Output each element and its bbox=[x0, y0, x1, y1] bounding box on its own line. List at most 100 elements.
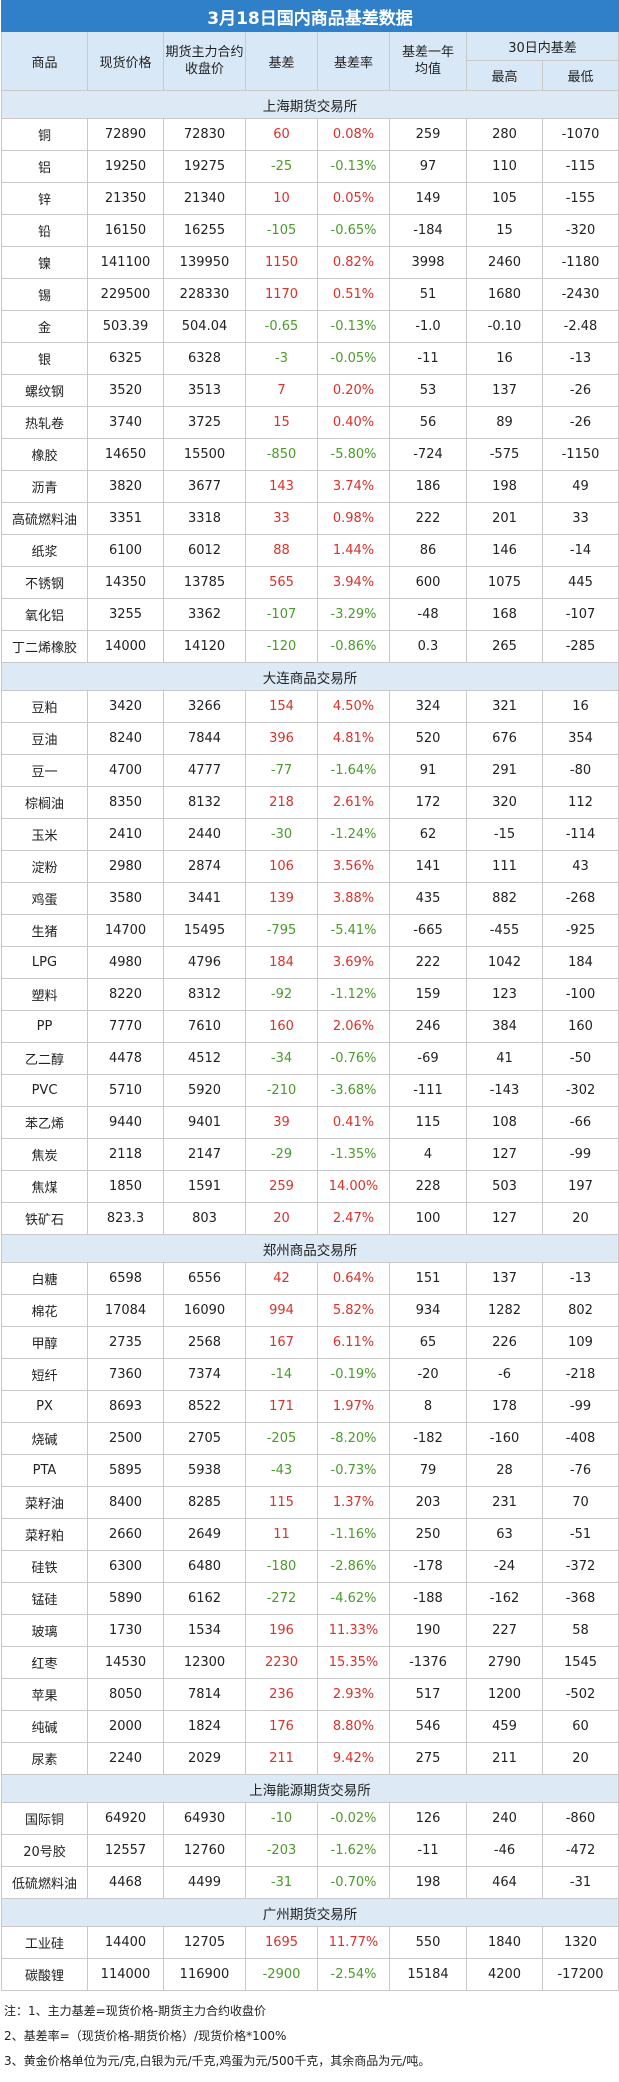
basis-value: 176 bbox=[245, 1710, 318, 1743]
exchange-row: 上海能源期货交易所 bbox=[1, 1774, 619, 1803]
spot-price: 3820 bbox=[87, 470, 164, 503]
basis-30d-low: -372 bbox=[542, 1550, 619, 1583]
futures-price: 7374 bbox=[163, 1358, 246, 1391]
basis-30d-high: -160 bbox=[466, 1422, 543, 1455]
basis-30d-high: 464 bbox=[466, 1866, 543, 1899]
basis-30d-low: -368 bbox=[542, 1582, 619, 1615]
futures-price: 4777 bbox=[163, 754, 246, 787]
basis-value: -850 bbox=[245, 438, 318, 471]
basis-rate: 4.81% bbox=[317, 722, 390, 755]
basis-30d-low: -268 bbox=[542, 882, 619, 915]
basis-30d-high: 198 bbox=[466, 470, 543, 503]
basis-30d-low: 112 bbox=[542, 786, 619, 819]
basis-rate: 2.47% bbox=[317, 1202, 390, 1235]
spot-price: 114000 bbox=[87, 1958, 164, 1991]
basis-30d-low: 109 bbox=[542, 1326, 619, 1359]
spot-price: 1730 bbox=[87, 1614, 164, 1647]
basis-30d-high: 41 bbox=[466, 1042, 543, 1075]
commodity-name: 淀粉 bbox=[1, 850, 88, 883]
spot-price: 4468 bbox=[87, 1866, 164, 1899]
table-row: 乙二醇 4478 4512 -34 -0.76% -69 41 -50 bbox=[1, 1042, 619, 1075]
basis-value: -30 bbox=[245, 818, 318, 851]
commodity-name: 铜 bbox=[1, 118, 88, 151]
basis-30d-high: 146 bbox=[466, 534, 543, 567]
basis-year-avg: 222 bbox=[389, 502, 467, 535]
exchange-row: 郑州商品交易所 bbox=[1, 1234, 619, 1263]
basis-30d-high: 291 bbox=[466, 754, 543, 787]
basis-year-avg: -178 bbox=[389, 1550, 467, 1583]
commodity-name: 沥青 bbox=[1, 470, 88, 503]
table-row: 塑料 8220 8312 -92 -1.12% 159 123 -100 bbox=[1, 978, 619, 1011]
basis-30d-high: 4200 bbox=[466, 1958, 543, 1991]
futures-price: 12300 bbox=[163, 1646, 246, 1679]
basis-year-avg: 100 bbox=[389, 1202, 467, 1235]
spot-price: 3520 bbox=[87, 374, 164, 407]
basis-rate: -3.29% bbox=[317, 598, 390, 631]
basis-30d-high: 227 bbox=[466, 1614, 543, 1647]
futures-price: 3513 bbox=[163, 374, 246, 407]
futures-price: 8312 bbox=[163, 978, 246, 1011]
basis-year-avg: 97 bbox=[389, 150, 467, 183]
basis-rate: -5.80% bbox=[317, 438, 390, 471]
futures-price: 3677 bbox=[163, 470, 246, 503]
futures-price: 16090 bbox=[163, 1294, 246, 1327]
table-row: 锌 21350 21340 10 0.05% 149 105 -155 bbox=[1, 182, 619, 215]
basis-30d-low: -76 bbox=[542, 1454, 619, 1487]
basis-30d-low: 160 bbox=[542, 1010, 619, 1043]
basis-30d-high: -24 bbox=[466, 1550, 543, 1583]
spot-price: 4700 bbox=[87, 754, 164, 787]
basis-rate: 1.44% bbox=[317, 534, 390, 567]
table-row: PP 7770 7610 160 2.06% 246 384 160 bbox=[1, 1010, 619, 1043]
exchange-name: 郑州商品交易所 bbox=[1, 1234, 619, 1263]
basis-30d-low: -2.48 bbox=[542, 310, 619, 343]
commodity-name: 鸡蛋 bbox=[1, 882, 88, 915]
basis-30d-high: 676 bbox=[466, 722, 543, 755]
basis-value: -25 bbox=[245, 150, 318, 183]
basis-30d-low: -285 bbox=[542, 630, 619, 663]
spot-price: 2980 bbox=[87, 850, 164, 883]
table-row: PTA 5895 5938 -43 -0.73% 79 28 -76 bbox=[1, 1454, 619, 1487]
basis-value: 218 bbox=[245, 786, 318, 819]
basis-rate: -0.65% bbox=[317, 214, 390, 247]
basis-year-avg: -188 bbox=[389, 1582, 467, 1615]
basis-value: 167 bbox=[245, 1326, 318, 1359]
spot-price: 2118 bbox=[87, 1138, 164, 1171]
basis-year-avg: 246 bbox=[389, 1010, 467, 1043]
basis-rate: -5.41% bbox=[317, 914, 390, 947]
basis-30d-low: 802 bbox=[542, 1294, 619, 1327]
futures-price: 8132 bbox=[163, 786, 246, 819]
table-row: 热轧卷 3740 3725 15 0.40% 56 89 -26 bbox=[1, 406, 619, 439]
basis-year-avg: -1.0 bbox=[389, 310, 467, 343]
commodity-name: 豆油 bbox=[1, 722, 88, 755]
basis-rate: -3.68% bbox=[317, 1074, 390, 1107]
header-basis: 基差 bbox=[245, 31, 318, 91]
header-name: 商品 bbox=[1, 31, 88, 91]
basis-value: 211 bbox=[245, 1742, 318, 1775]
table-row: 玉米 2410 2440 -30 -1.24% 62 -15 -114 bbox=[1, 818, 619, 851]
basis-value: 143 bbox=[245, 470, 318, 503]
basis-30d-high: -162 bbox=[466, 1582, 543, 1615]
commodity-name: 塑料 bbox=[1, 978, 88, 1011]
basis-year-avg: 56 bbox=[389, 406, 467, 439]
futures-price: 2874 bbox=[163, 850, 246, 883]
basis-rate: 14.00% bbox=[317, 1170, 390, 1203]
table-row: 锡 229500 228330 1170 0.51% 51 1680 -2430 bbox=[1, 278, 619, 311]
basis-rate: 0.41% bbox=[317, 1106, 390, 1139]
spot-price: 3351 bbox=[87, 502, 164, 535]
basis-rate: -1.64% bbox=[317, 754, 390, 787]
basis-30d-high: 1200 bbox=[466, 1678, 543, 1711]
basis-value: -77 bbox=[245, 754, 318, 787]
basis-year-avg: 141 bbox=[389, 850, 467, 883]
basis-value: -43 bbox=[245, 1454, 318, 1487]
futures-price: 3266 bbox=[163, 690, 246, 723]
commodity-name: 尿素 bbox=[1, 1742, 88, 1775]
spot-price: 2735 bbox=[87, 1326, 164, 1359]
commodity-name: 锌 bbox=[1, 182, 88, 215]
basis-value: -92 bbox=[245, 978, 318, 1011]
table-row: 焦煤 1850 1591 259 14.00% 228 503 197 bbox=[1, 1170, 619, 1203]
basis-year-avg: 3998 bbox=[389, 246, 467, 279]
basis-value: -0.65 bbox=[245, 310, 318, 343]
basis-rate: 15.35% bbox=[317, 1646, 390, 1679]
spot-price: 6100 bbox=[87, 534, 164, 567]
